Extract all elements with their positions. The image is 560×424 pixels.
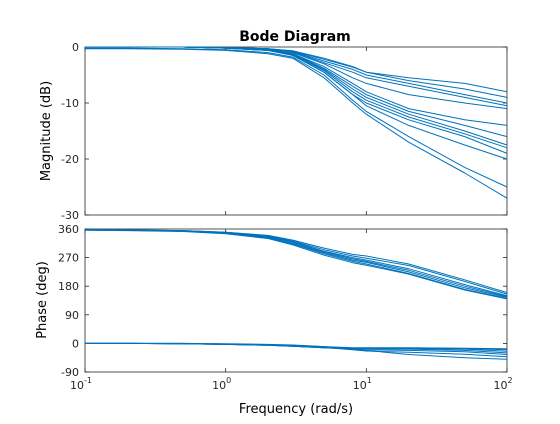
magnitude-curve [85, 48, 508, 199]
phase-curve [84, 229, 508, 298]
magnitude-curves [85, 46, 508, 199]
magnitude-axes-box [84, 46, 508, 216]
phase-y-axis-label: Phase (deg) [35, 261, 50, 339]
phase-curve [84, 229, 508, 299]
phase-ytick-label: 270 [58, 252, 79, 265]
xtick-label: 100 [212, 376, 231, 392]
phase-ytick-label: -90 [61, 366, 79, 379]
magnitude-y-axis-label: Magnitude (dB) [39, 81, 54, 181]
phase-curve [84, 229, 508, 297]
phase-ytick-label: 360 [58, 223, 79, 236]
phase-ytick-label: 180 [58, 280, 79, 293]
magnitude-ytick-label: 0 [72, 41, 79, 54]
x-axis-label: Frequency (rad/s) [239, 402, 353, 417]
xtick-label: 101 [353, 376, 372, 392]
magnitude-curve [85, 46, 508, 149]
magnitude-curve [85, 46, 508, 160]
xtick-label: 10-1 [70, 376, 92, 392]
chart-title: Bode Diagram [239, 29, 351, 45]
magnitude-ytick-label: -10 [61, 97, 79, 110]
phase-ytick-label: 0 [72, 337, 79, 350]
phase-curve [84, 229, 508, 297]
phase-curve [84, 229, 508, 300]
phase-curves [84, 229, 508, 360]
magnitude-curve [85, 47, 508, 188]
phase-ytick-label: 90 [65, 309, 79, 322]
magnitude-ytick-label: -20 [61, 153, 79, 166]
magnitude-ytick-label: -30 [61, 209, 79, 222]
magnitude-y-ticks: 0 -10 -20 -30 [61, 41, 507, 222]
xtick-label: 102 [493, 376, 512, 392]
phase-axes-box [84, 228, 508, 373]
phase-curve [85, 342, 508, 350]
phase-y-ticks: 360 270 180 90 0 -90 [58, 223, 507, 379]
x-ticks: 10-1 100 101 102 [70, 47, 513, 392]
